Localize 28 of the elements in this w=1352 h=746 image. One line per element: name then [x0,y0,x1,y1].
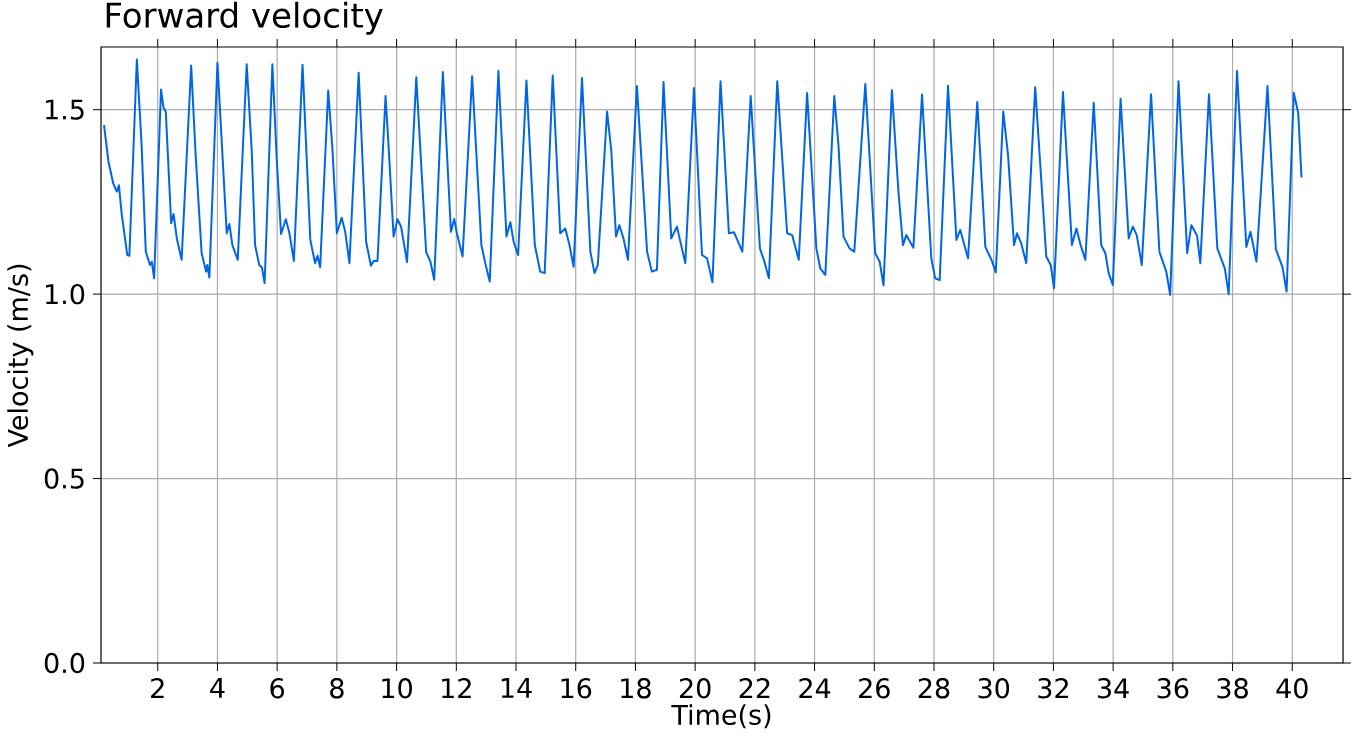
x-tick-label: 4 [210,678,225,698]
y-tick-label: 1.5 [46,99,84,120]
x-tick-label: 10 [382,678,412,699]
x-tick-label: 26 [859,678,890,699]
x-tick-label: 36 [1157,678,1189,699]
x-tick-label: 20 [679,678,711,699]
x-tick-label: 2 [151,678,164,699]
x-tick-label: 24 [799,678,831,699]
x-tick-label: 30 [978,678,1010,699]
x-tick-label: 12 [442,678,471,699]
x-tick-label: 32 [1038,678,1068,699]
y-tick-label: 0.0 [44,652,85,674]
x-tick-label: 34 [1098,678,1129,699]
chart-title: Forward velocity [106,1,383,35]
x-tick-label: 38 [1217,678,1248,699]
x-tick-label: 16 [561,678,592,699]
x-tick-label: 14 [501,678,532,698]
x-tick-label: 6 [270,678,285,699]
x-tick-label: 8 [330,678,344,699]
x-tick-label: 18 [621,678,651,699]
x-axis-title: Time(s) [671,704,771,729]
y-tick-label: 1.0 [46,283,85,305]
x-tick-label: 22 [739,678,770,699]
x-tick-label: 40 [1276,678,1308,699]
y-axis-title: Velocity (m/s) [7,264,34,448]
x-tick-label: 28 [918,678,950,699]
y-tick-label: 0.5 [44,468,84,489]
line-series [102,58,1303,296]
